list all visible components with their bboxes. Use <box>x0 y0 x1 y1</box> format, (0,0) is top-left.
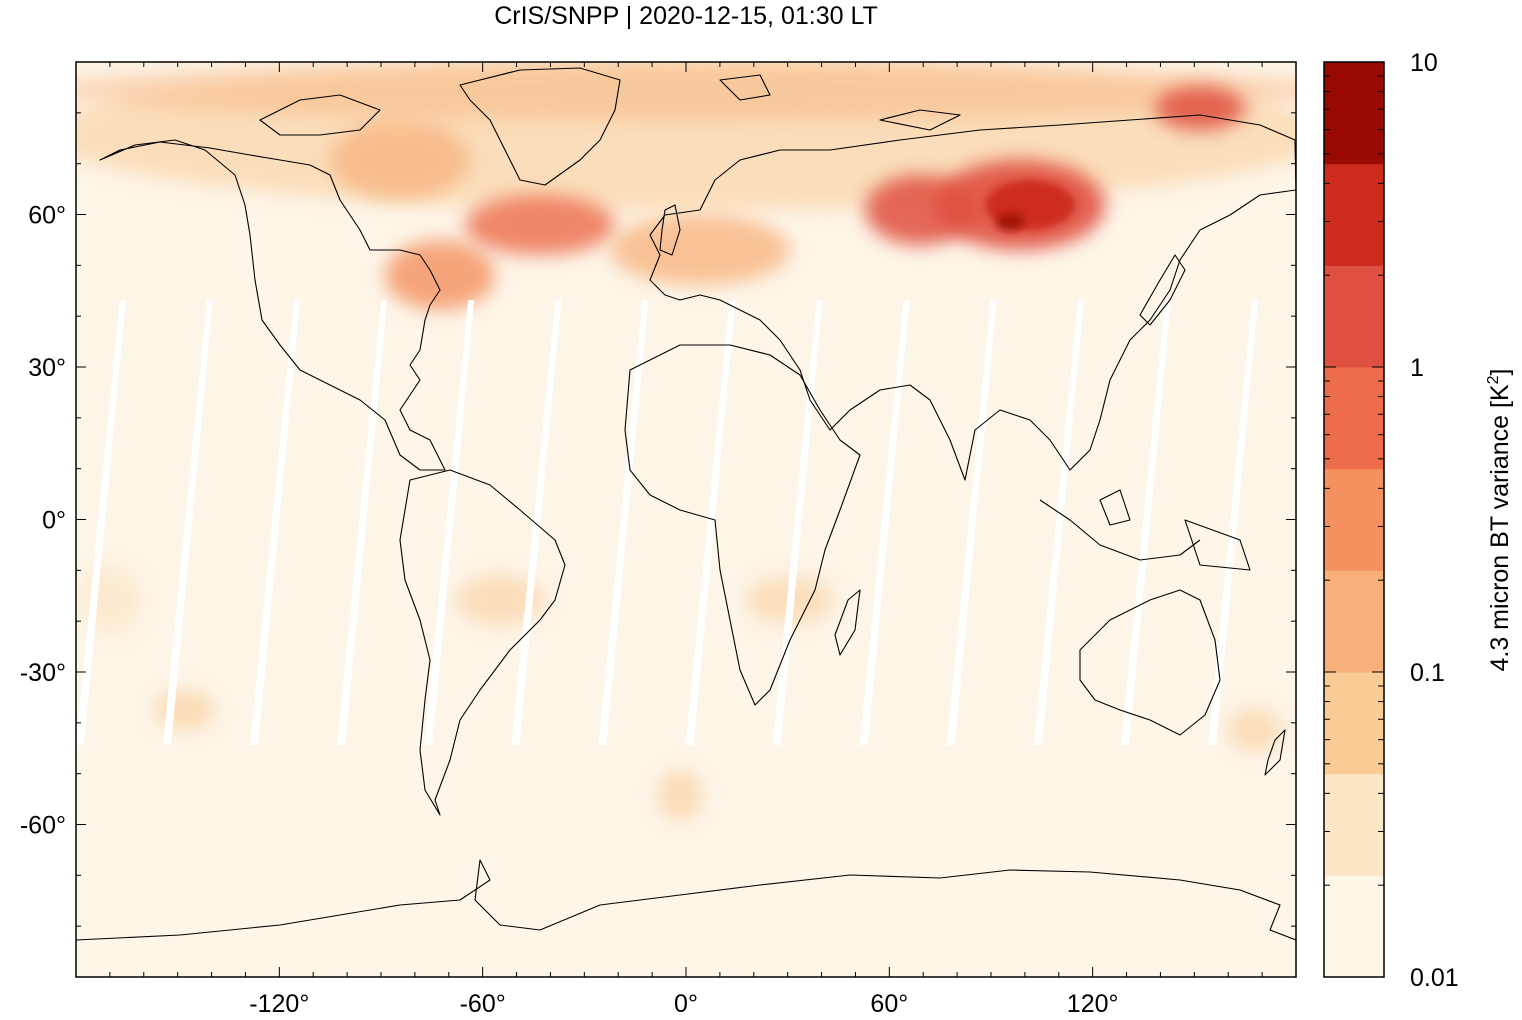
orbit-gap <box>685 300 736 745</box>
colorbar-band <box>1324 468 1384 571</box>
coastline-madagascar <box>834 589 861 656</box>
orbit-gap <box>162 300 213 745</box>
colorbar-tick-labels: 10 1 0.1 0.01 <box>1410 49 1459 992</box>
orbit-gap <box>1121 300 1172 745</box>
x-tick-label: -120° <box>249 990 309 1018</box>
coastlines <box>76 67 1296 941</box>
coastline-uk <box>659 204 681 256</box>
coastline-africa <box>624 344 861 706</box>
orbit-gap <box>76 300 126 745</box>
colorbar-band <box>1324 62 1384 165</box>
colorbar-band <box>1324 875 1384 978</box>
orbit-gap <box>1208 300 1259 745</box>
variance-patch-south-atlantic <box>658 770 702 820</box>
coastline-indonesia <box>1039 489 1251 571</box>
coastline-eurasia <box>649 114 1296 481</box>
colorbar-label-end: ] <box>1486 368 1514 375</box>
coastline-north-america <box>99 139 446 471</box>
x-tick-label: -60° <box>460 990 506 1018</box>
y-tick-label: 30° <box>28 354 66 382</box>
orbit-gap <box>598 300 649 745</box>
variance-band-arctic <box>76 62 1296 120</box>
variance-patch-south-pacific <box>155 690 215 730</box>
variance-patch-tasman <box>1227 708 1283 752</box>
colorbar-tick-label: 10 <box>1410 49 1438 77</box>
colorbar-bands <box>1324 62 1384 978</box>
colorbar-label: 4.3 micron BT variance [K2] <box>1485 368 1514 671</box>
variance-patch-north-atlantic <box>465 195 615 255</box>
colorbar-band <box>1324 672 1384 775</box>
colorbar-band <box>1324 265 1384 368</box>
y-tick-label: 60° <box>28 202 66 230</box>
variance-patch-europe <box>610 215 790 285</box>
colorbar-tick-label: 1 <box>1410 354 1424 382</box>
chart-title: CrIS/SNPP | 2020-12-15, 01:30 LT <box>494 2 878 30</box>
colorbar-tick-label: 0.1 <box>1410 659 1445 687</box>
orbit-gap <box>1033 300 1084 745</box>
orbit-gap <box>772 300 823 745</box>
variance-patch-arctic-east <box>1155 86 1245 130</box>
y-tick-label: -30° <box>20 659 66 687</box>
coastline-japan <box>1139 254 1186 326</box>
colorbar-label-sup: 2 <box>1485 375 1502 384</box>
x-tick-label: 60° <box>870 990 908 1018</box>
axis-labels: -120° -60° 0° 60° 120° 60° 30° 0° -30° -60° <box>20 202 1119 1019</box>
colorbar-band <box>1324 773 1384 876</box>
x-tick-label: 120° <box>1067 990 1119 1018</box>
orbit-gap <box>859 300 910 745</box>
coastline-new-zealand <box>1264 729 1286 776</box>
axis-ticks <box>76 62 1296 977</box>
coastline-antarctica <box>76 859 1296 941</box>
colorbar-label-main: 4.3 micron BT variance [K <box>1486 384 1514 671</box>
y-tick-label: 0° <box>42 507 66 535</box>
variance-patch-south-america <box>455 575 545 625</box>
colorbar-band <box>1324 163 1384 266</box>
orbit-gap <box>250 300 301 745</box>
x-tick-label: 0° <box>674 990 698 1018</box>
orbit-gaps <box>76 300 1259 745</box>
orbit-gap <box>511 300 562 745</box>
colorbar-tick-label: 0.01 <box>1410 964 1459 992</box>
coastline-greenland <box>459 67 621 186</box>
colorbar-band <box>1324 570 1384 673</box>
orbit-gap <box>424 300 475 745</box>
coastline-south-america <box>399 469 566 816</box>
coastline-australia <box>1079 589 1221 736</box>
map-panel: -120° -60° 0° 60° 120° 60° 30° 0° -30° -60° <box>20 61 1297 1019</box>
orbit-gap <box>946 300 997 745</box>
colorbar-ticks <box>1324 75 1384 978</box>
variance-patch-siberia-peak <box>996 213 1024 231</box>
y-tick-label: -60° <box>20 812 66 840</box>
colorbar-frame <box>1323 61 1385 978</box>
variance-patch-canada <box>330 120 470 200</box>
variance-patch-ne-america <box>385 240 495 310</box>
colorbar-band <box>1324 367 1384 470</box>
coastline-arctic-islands <box>259 74 961 136</box>
colorbar: 10 1 0.1 0.01 4.3 micron BT variance [K2] <box>1323 49 1514 992</box>
